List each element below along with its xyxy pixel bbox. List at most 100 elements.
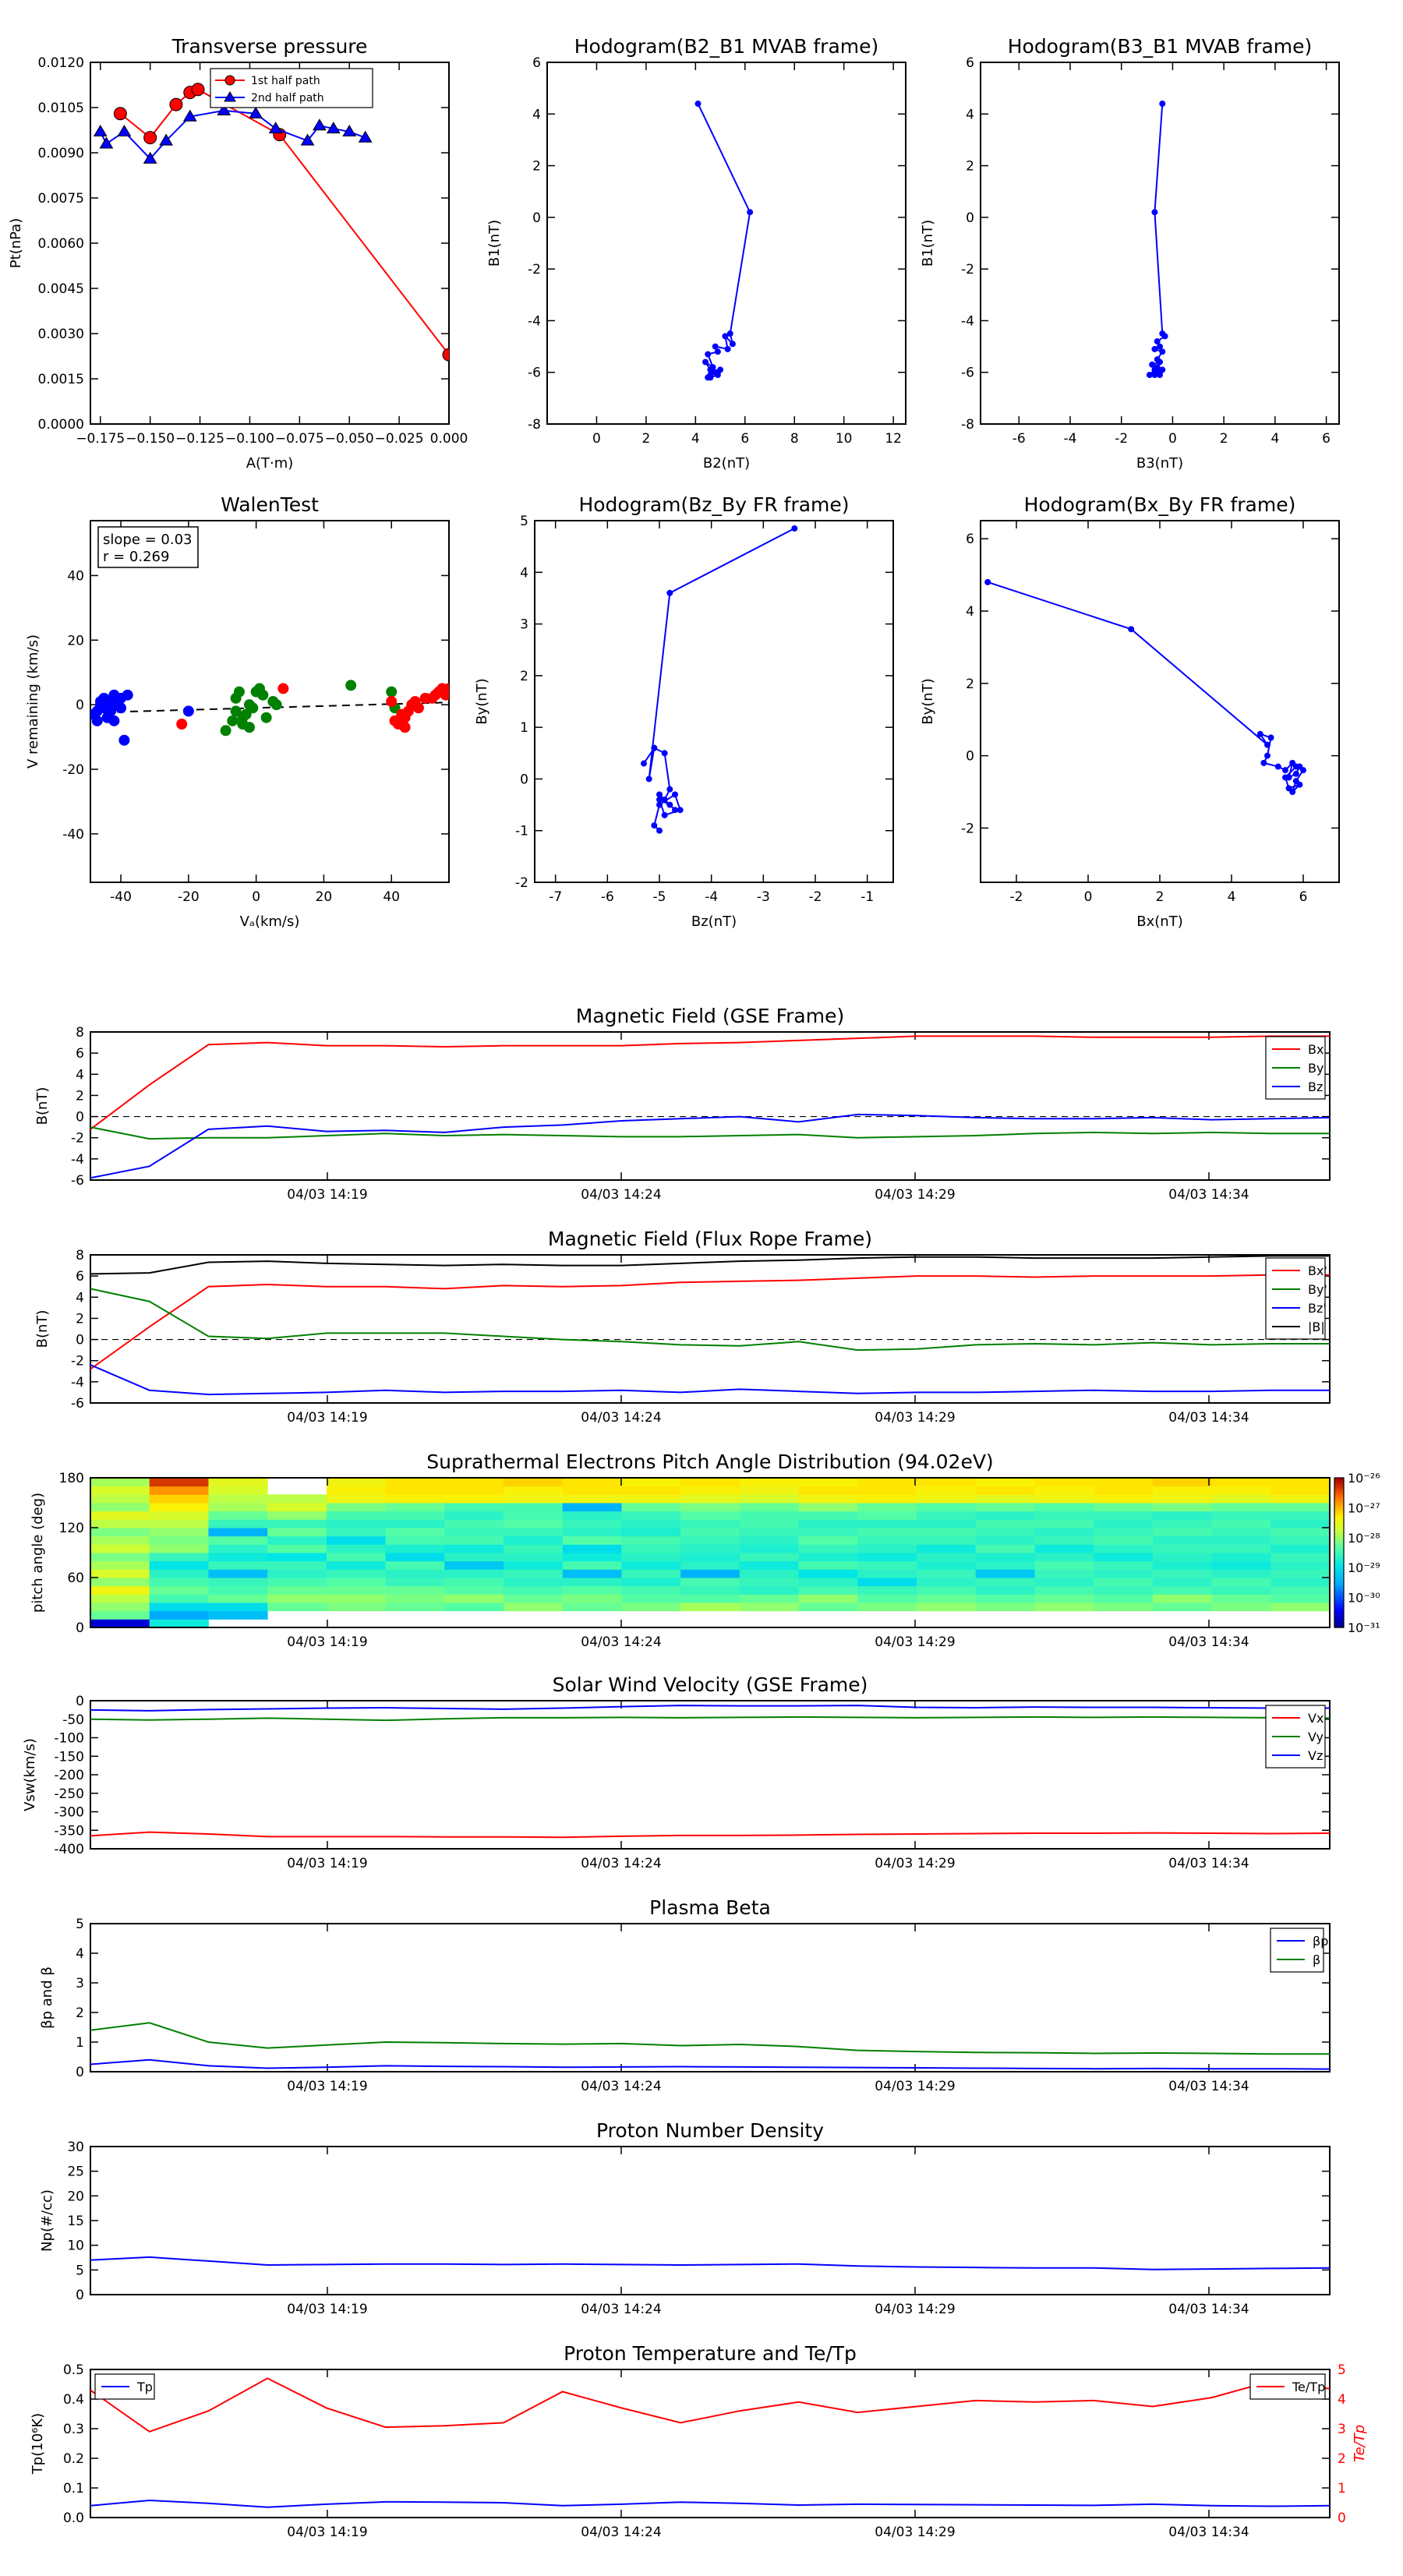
heatmap-cell [208,1585,268,1595]
heatmap-cell [798,1560,858,1570]
heatmap-cell [385,1503,445,1512]
heatmap-cell [680,1535,740,1545]
heatmap-cell [149,1560,209,1570]
y-tick-label: -4 [961,313,974,329]
y-tick-label: -4 [71,1152,84,1168]
heatmap-cell [90,1553,150,1562]
heatmap-cell [385,1578,445,1587]
data-point [677,807,684,814]
colorbar-segment [1334,1522,1344,1526]
y-tick-label: 0.0060 [38,236,84,252]
legend-box [1270,1928,1324,1973]
heatmap-cell [621,1602,681,1612]
heatmap-cell [798,1602,858,1612]
y-axis-label: B(nT) [34,1310,51,1348]
y-axis-label: Vsw(km/s) [22,1738,38,1811]
y-tick-label: 0.0000 [38,417,84,433]
x-tick-label: −0.075 [275,431,324,447]
heatmap-cell [267,1569,327,1578]
heatmap-cell [680,1594,740,1603]
heatmap-cell [680,1503,740,1512]
heatmap-cell [385,1560,445,1570]
chart-title: Hodogram(Bz_By FR frame) [578,493,849,516]
heatmap-cell [739,1528,800,1537]
heatmap-cell [504,1594,564,1603]
heatmap-cell [621,1511,681,1520]
heatmap-cell [1034,1503,1094,1512]
heatmap-cell [857,1494,917,1504]
annotation-text: r = 0.269 [103,549,169,565]
heatmap-cell [857,1503,917,1512]
y-tick-label: 60 [67,1571,84,1586]
heatmap-cell [562,1602,622,1612]
time-tick-label: 04/03 14:19 [287,2525,367,2540]
heatmap-cell [326,1602,387,1612]
heatmap-cell [1211,1594,1271,1603]
heatmap-cell [857,1578,917,1587]
y-tick-label: -150 [54,1749,84,1765]
data-point [220,725,231,737]
heatmap-cell [385,1535,445,1545]
colorbar-segment [1334,1617,1344,1620]
legend: Bx' By' Bz' |B| [1265,1257,1327,1340]
heatmap-cell [208,1560,268,1570]
time-tick-label: 04/03 14:19 [287,2079,367,2094]
data-point-triangle [182,109,197,122]
heatmap-cell [504,1494,564,1504]
heatmap-cell [857,1528,917,1537]
x-tick-label: 2 [1220,431,1228,447]
data-point [707,366,714,373]
y-tick-label: 0.0075 [38,191,84,207]
plot-area [694,101,754,381]
heatmap-cell [1094,1486,1154,1495]
y-right-axis-label: Te/Tp [1352,2425,1368,2462]
colorbar-segment [1334,1487,1344,1491]
time-tick-label: 04/03 14:29 [875,2079,955,2094]
heatmap-cell [562,1486,622,1495]
y-tick-label: 0.5 [63,2362,84,2378]
heatmap-cell [326,1519,387,1528]
data-point [672,791,678,798]
y-tick-label: 0.0120 [38,55,84,71]
colorbar-segment [1334,1503,1344,1506]
y-tick-label: -20 [62,762,84,778]
legend-label: 1st half path [251,75,320,87]
y-tick-label: -2 [961,262,974,277]
colorbar-segment [1334,1612,1344,1616]
time-tick-label: 04/03 14:34 [1168,2079,1249,2094]
heatmap-cell [857,1553,917,1562]
y-right-tick-label: 2 [1338,2451,1346,2467]
data-point [442,348,449,362]
y-tick-label: 8 [76,1025,84,1041]
y-tick-label: -2 [71,1131,84,1147]
y-tick-label: -2 [528,262,541,277]
y-tick-label: 2 [532,159,541,175]
x-tick-label: −0.175 [76,431,125,447]
chart-title: Proton Temperature and Te/Tp [564,2342,857,2365]
heatmap-cell [917,1585,977,1595]
heatmap-cell [385,1478,445,1487]
heatmap-cell [385,1494,445,1504]
y-tick-label: -250 [54,1786,84,1802]
data-point [712,343,719,350]
legend: 1st half path 2nd half path [210,68,373,108]
heatmap-cell [1270,1503,1331,1512]
x-tick-label: 0 [592,431,601,447]
time-tick-label: 04/03 14:29 [875,2525,955,2540]
y-tick-label: 0 [76,1333,84,1348]
heatmap-cell [1094,1569,1154,1578]
colorbar-segment [1334,1592,1344,1595]
heatmap-cell [444,1585,504,1595]
data-point [702,359,709,366]
data-point [729,341,736,348]
data-point [705,351,712,358]
heatmap-cell [680,1560,740,1570]
y-tick-label: 0.0045 [38,281,84,297]
x-tick-label: 6 [1322,431,1331,447]
colorbar-segment [1334,1567,1344,1571]
y-axis-label: B1(nT) [486,220,503,267]
y-right-tick-label: 1 [1338,2481,1346,2496]
heatmap-cell [444,1486,504,1495]
heatmap-cell [857,1594,917,1603]
legend-label: Vy [1308,1730,1323,1744]
